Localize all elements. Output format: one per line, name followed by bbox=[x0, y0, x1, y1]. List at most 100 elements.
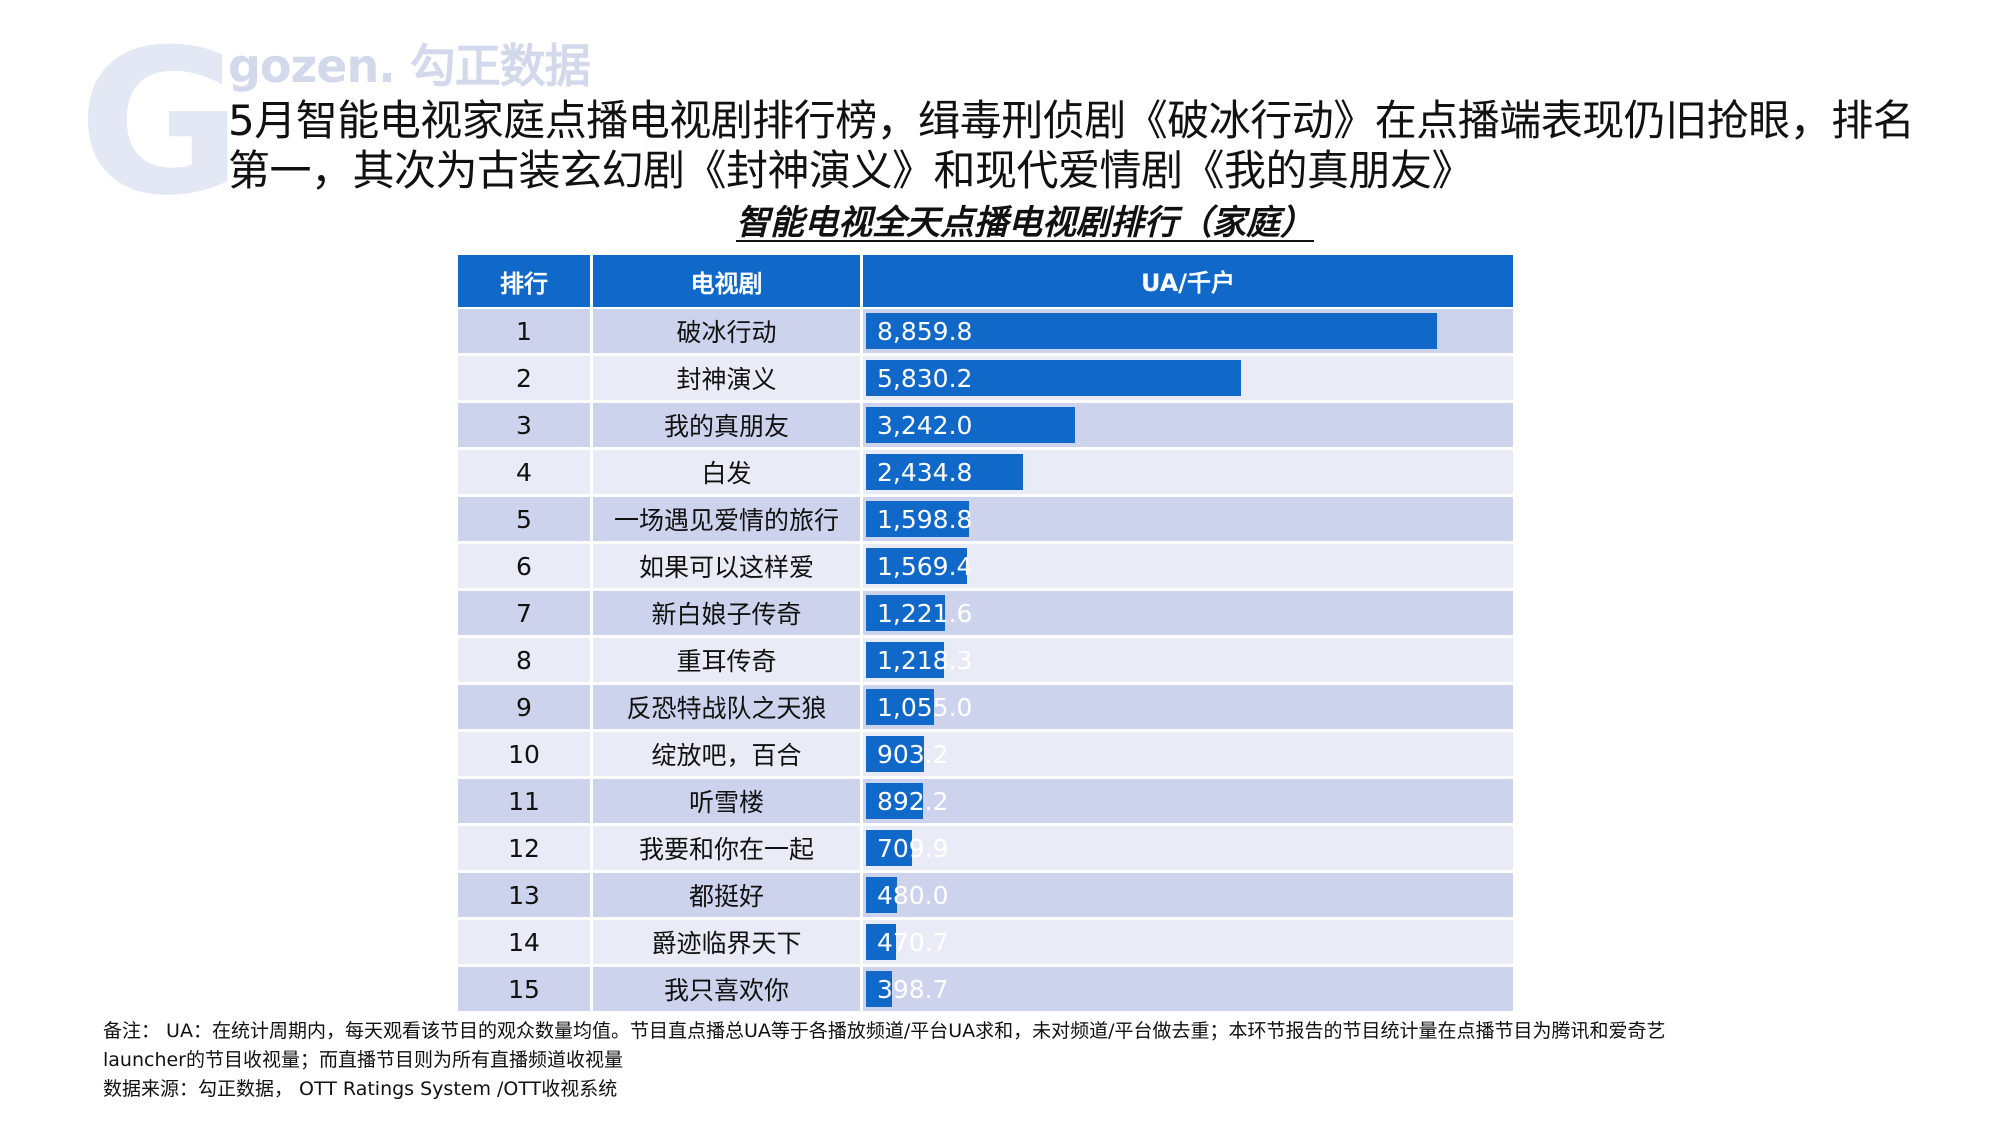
bar-cell: 1,598.8 bbox=[863, 497, 1513, 541]
ua-bar bbox=[866, 877, 897, 913]
table-row: 14 爵迹临界天下 470.7 bbox=[458, 920, 1513, 964]
ua-bar bbox=[866, 642, 944, 678]
series-name-cell: 反恐特战队之天狼 bbox=[593, 685, 860, 729]
series-name-cell: 我要和你在一起 bbox=[593, 826, 860, 870]
ua-value-label: 3,242.0 bbox=[877, 410, 973, 440]
ua-value-label: 1,569.4 bbox=[877, 551, 973, 581]
table-row: 13 都挺好 480.0 bbox=[458, 873, 1513, 917]
table-header: 排行 电视剧 UA/千户 bbox=[458, 255, 1513, 307]
ua-value-label: 2,434.8 bbox=[877, 457, 973, 487]
ua-value-label: 398.7 bbox=[877, 974, 949, 1004]
table-row: 3 我的真朋友 3,242.0 bbox=[458, 403, 1513, 447]
data-source: 数据来源：勾正数据， OTT Ratings System /OTT收视系统 bbox=[103, 1078, 618, 1100]
bar-cell: 903.2 bbox=[863, 732, 1513, 776]
series-name-cell: 爵迹临界天下 bbox=[593, 920, 860, 964]
ua-bar bbox=[866, 454, 1023, 490]
bar-cell: 398.7 bbox=[863, 967, 1513, 1011]
ua-bar bbox=[866, 407, 1075, 443]
table-row: 9 反恐特战队之天狼 1,055.0 bbox=[458, 685, 1513, 729]
logo-text: gozen. 勾正数据 bbox=[228, 39, 591, 93]
rank-cell: 10 bbox=[458, 732, 590, 776]
ua-bar bbox=[866, 783, 923, 819]
series-name-cell: 我只喜欢你 bbox=[593, 967, 860, 1011]
ua-value-label: 1,218.3 bbox=[877, 645, 973, 675]
series-name-cell: 一场遇见爱情的旅行 bbox=[593, 497, 860, 541]
series-name-cell: 破冰行动 bbox=[593, 309, 860, 353]
bar-cell: 8,859.8 bbox=[863, 309, 1513, 353]
header-name: 电视剧 bbox=[593, 255, 860, 307]
ua-value-label: 1,221.6 bbox=[877, 598, 973, 628]
table-row: 8 重耳传奇 1,218.3 bbox=[458, 638, 1513, 682]
ua-bar bbox=[866, 736, 924, 772]
series-name-cell: 白发 bbox=[593, 450, 860, 494]
table-row: 6 如果可以这样爱 1,569.4 bbox=[458, 544, 1513, 588]
ua-bar bbox=[866, 830, 912, 866]
series-name-cell: 新白娘子传奇 bbox=[593, 591, 860, 635]
table-body: 1 破冰行动 8,859.8 2 封神演义 5,830.2 3 我的真朋友 3,242.0 4 白发… bbox=[458, 309, 1513, 1011]
bar-cell: 470.7 bbox=[863, 920, 1513, 964]
bar-cell: 2,434.8 bbox=[863, 450, 1513, 494]
rank-cell: 5 bbox=[458, 497, 590, 541]
rank-cell: 6 bbox=[458, 544, 590, 588]
rank-cell: 12 bbox=[458, 826, 590, 870]
ua-value-label: 480.0 bbox=[877, 880, 949, 910]
rank-cell: 8 bbox=[458, 638, 590, 682]
series-name-cell: 绽放吧，百合 bbox=[593, 732, 860, 776]
bar-cell: 1,221.6 bbox=[863, 591, 1513, 635]
rank-cell: 1 bbox=[458, 309, 590, 353]
bar-cell: 892.2 bbox=[863, 779, 1513, 823]
bar-cell: 3,242.0 bbox=[863, 403, 1513, 447]
ua-value-label: 1,598.8 bbox=[877, 504, 973, 534]
ua-bar bbox=[866, 689, 934, 725]
table-row: 10 绽放吧，百合 903.2 bbox=[458, 732, 1513, 776]
ua-value-label: 709.9 bbox=[877, 833, 949, 863]
bar-cell: 1,055.0 bbox=[863, 685, 1513, 729]
rank-cell: 13 bbox=[458, 873, 590, 917]
ua-value-label: 470.7 bbox=[877, 927, 949, 957]
header-rank: 排行 bbox=[458, 255, 590, 307]
bar-cell: 1,218.3 bbox=[863, 638, 1513, 682]
rank-cell: 14 bbox=[458, 920, 590, 964]
page-headline: 5月智能电视家庭点播电视剧排行榜，缉毒刑侦剧《破冰行动》在点播端表现仍旧抢眼，排… bbox=[228, 96, 1915, 195]
rank-cell: 9 bbox=[458, 685, 590, 729]
ua-bar bbox=[866, 595, 945, 631]
series-name-cell: 重耳传奇 bbox=[593, 638, 860, 682]
ua-bar bbox=[866, 548, 967, 584]
ua-value-label: 8,859.8 bbox=[877, 316, 973, 346]
ua-bar bbox=[866, 360, 1241, 396]
note-line-1: 备注： UA：在统计周期内，每天观看该节目的观众数量均值。节目直点播总UA等于各… bbox=[103, 1020, 1666, 1042]
table-row: 7 新白娘子传奇 1,221.6 bbox=[458, 591, 1513, 635]
table-row: 5 一场遇见爱情的旅行 1,598.8 bbox=[458, 497, 1513, 541]
bar-cell: 1,569.4 bbox=[863, 544, 1513, 588]
bar-cell: 5,830.2 bbox=[863, 356, 1513, 400]
rank-cell: 11 bbox=[458, 779, 590, 823]
rank-cell: 15 bbox=[458, 967, 590, 1011]
table-row: 12 我要和你在一起 709.9 bbox=[458, 826, 1513, 870]
note-line-2: launcher的节目收视量；而直播节目则为所有直播频道收视量 bbox=[103, 1049, 623, 1071]
table-row: 2 封神演义 5,830.2 bbox=[458, 356, 1513, 400]
ua-bar bbox=[866, 924, 896, 960]
series-name-cell: 都挺好 bbox=[593, 873, 860, 917]
bar-cell: 709.9 bbox=[863, 826, 1513, 870]
ua-bar bbox=[866, 971, 892, 1007]
ua-bar bbox=[866, 501, 969, 537]
rank-cell: 7 bbox=[458, 591, 590, 635]
series-name-cell: 如果可以这样爱 bbox=[593, 544, 860, 588]
ranking-table: 排行 电视剧 UA/千户 1 破冰行动 8,859.8 2 封神演义 5,830.2 3 我的… bbox=[458, 255, 1513, 1014]
series-name-cell: 我的真朋友 bbox=[593, 403, 860, 447]
series-name-cell: 听雪楼 bbox=[593, 779, 860, 823]
bar-cell: 480.0 bbox=[863, 873, 1513, 917]
table-row: 4 白发 2,434.8 bbox=[458, 450, 1513, 494]
header-value: UA/千户 bbox=[863, 255, 1513, 307]
rank-cell: 3 bbox=[458, 403, 590, 447]
rank-cell: 4 bbox=[458, 450, 590, 494]
table-row: 1 破冰行动 8,859.8 bbox=[458, 309, 1513, 353]
ua-value-label: 903.2 bbox=[877, 739, 949, 769]
logo-watermark: G bbox=[78, 7, 242, 240]
rank-cell: 2 bbox=[458, 356, 590, 400]
table-row: 15 我只喜欢你 398.7 bbox=[458, 967, 1513, 1011]
ua-value-label: 5,830.2 bbox=[877, 363, 973, 393]
series-name-cell: 封神演义 bbox=[593, 356, 860, 400]
ua-value-label: 892.2 bbox=[877, 786, 949, 816]
ua-value-label: 1,055.0 bbox=[877, 692, 973, 722]
